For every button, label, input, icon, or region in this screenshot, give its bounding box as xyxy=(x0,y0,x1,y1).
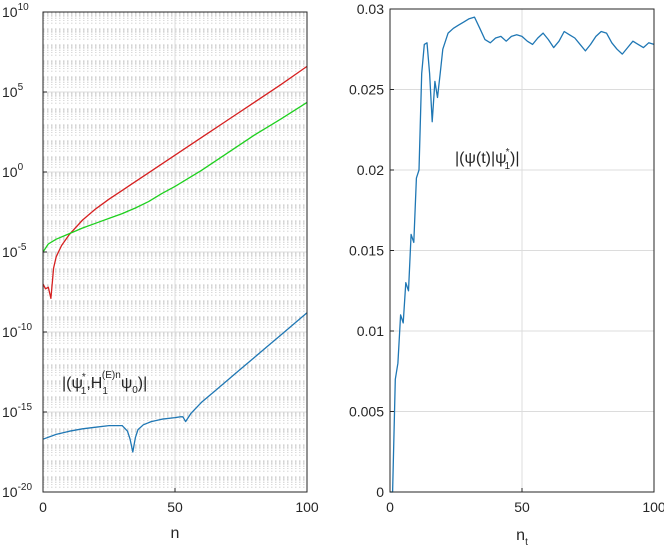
right-x-axis-label: nt xyxy=(516,527,528,548)
left-x-axis-label: n xyxy=(171,525,180,542)
right-y-tick-label: 0.005 xyxy=(349,404,384,420)
right-annotation: |(ψ(t)|ψ* 1)| xyxy=(455,147,520,172)
left-y-ticks: 1010 105 100 10-5 10-10 10-15 10-20 xyxy=(2,2,47,500)
right-y-ticks: 0 0.005 0.01 0.015 0.02 0.025 0.03 xyxy=(349,1,394,500)
left-y-tick-label: 10-15 xyxy=(2,402,32,420)
left-x-ticks: 0 50 100 xyxy=(39,488,319,515)
left-y-tick-label: 10-10 xyxy=(2,322,32,340)
left-x-tick-label: 100 xyxy=(295,499,319,515)
right-x-tick-label: 0 xyxy=(386,499,394,515)
right-y-tick-label: 0.02 xyxy=(357,162,384,178)
left-annotation: |(ψ* 1,H1(E)nψ0)| xyxy=(62,370,147,397)
right-y-tick-label: 0.01 xyxy=(357,323,384,339)
right-y-tick-label: 0.015 xyxy=(349,243,384,259)
left-series-line-3 xyxy=(42,312,308,453)
right-y-tick-label: 0.03 xyxy=(357,1,384,17)
right-chart: 0 50 100 0 0.005 0.01 0.015 0.02 0.025 0.03 nt |… xyxy=(349,1,664,548)
left-series-group xyxy=(42,65,308,453)
right-y-tick-label: 0 xyxy=(376,484,384,500)
right-series-line-1 xyxy=(390,16,655,493)
left-y-tick-label: 10-20 xyxy=(2,482,32,500)
left-series-line-2 xyxy=(42,101,308,253)
left-x-tick-label: 50 xyxy=(167,499,183,515)
left-chart: 0 50 100 1010 105 100 10-5 10-10 10-15 10-20 n |… xyxy=(2,2,319,542)
left-series-line-1 xyxy=(42,65,308,300)
right-x-tick-label: 50 xyxy=(514,499,530,515)
left-y-tick-label: 105 xyxy=(2,82,24,100)
left-x-tick-label: 0 xyxy=(39,499,47,515)
right-series-group xyxy=(390,16,655,493)
left-grid xyxy=(42,11,308,493)
left-y-tick-label: 1010 xyxy=(2,2,29,20)
right-y-tick-label: 0.025 xyxy=(349,82,384,98)
right-x-tick-label: 100 xyxy=(642,499,664,515)
left-y-tick-label: 10-5 xyxy=(2,242,27,260)
right-x-ticks: 0 50 100 xyxy=(386,488,664,515)
left-y-tick-label: 100 xyxy=(2,162,24,180)
